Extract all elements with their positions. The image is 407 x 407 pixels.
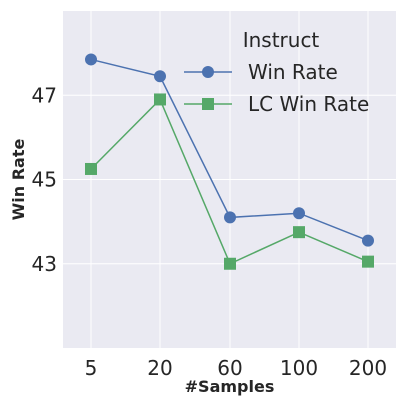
x-axis-title: #Samples	[185, 377, 275, 396]
y-tick-label: 47	[32, 83, 57, 107]
x-tick-label: 100	[280, 356, 318, 380]
data-point-win-rate	[154, 70, 166, 83]
x-tick-label: 200	[349, 356, 387, 380]
series-win-rate	[85, 53, 374, 247]
legend-item-win-rate: Win Rate	[184, 60, 338, 84]
data-point-lc-win-rate	[293, 226, 305, 239]
y-axis-title: Win Rate	[9, 139, 28, 221]
data-point-lc-win-rate	[362, 255, 374, 268]
y-tick-label: 43	[32, 252, 57, 276]
series-layer	[85, 53, 374, 270]
x-tick-label: 20	[147, 356, 172, 380]
legend-marker-win-rate	[202, 66, 214, 78]
series-lc-win-rate	[85, 93, 374, 270]
x-tick-labels: 5 20 60 100 200	[85, 356, 387, 380]
legend: Instruct Win Rate LC Win Rate	[184, 28, 369, 116]
legend-label-lc-win-rate: LC Win Rate	[248, 92, 369, 116]
x-tick-label: 5	[85, 356, 98, 380]
data-point-win-rate	[85, 53, 97, 66]
data-point-lc-win-rate	[154, 93, 166, 106]
data-point-lc-win-rate	[224, 257, 236, 270]
data-point-win-rate	[224, 211, 236, 224]
legend-label-win-rate: Win Rate	[248, 60, 338, 84]
y-tick-label: 45	[32, 168, 57, 192]
data-point-win-rate	[362, 234, 374, 247]
legend-marker-lc-win-rate	[202, 98, 214, 110]
legend-item-lc-win-rate: LC Win Rate	[184, 92, 369, 116]
data-point-win-rate	[293, 207, 305, 220]
data-point-lc-win-rate	[85, 162, 97, 175]
legend-title: Instruct	[243, 28, 320, 52]
y-tick-labels: 43 45 47	[32, 83, 57, 276]
x-tick-label: 60	[217, 356, 242, 380]
